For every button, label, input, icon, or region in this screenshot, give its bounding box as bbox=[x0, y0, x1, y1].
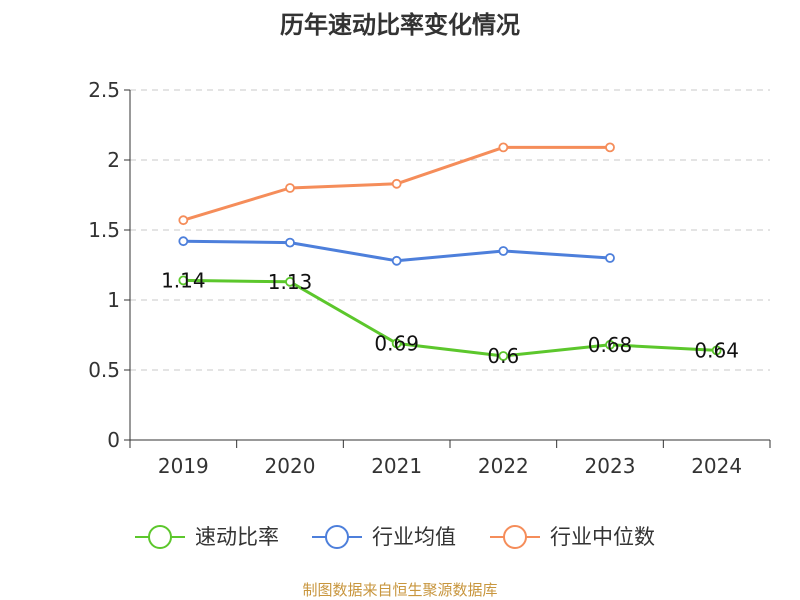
legend-label: 速动比率 bbox=[195, 525, 279, 549]
legend-label: 行业均值 bbox=[372, 525, 456, 549]
source-note: 制图数据来自恒生聚源数据库 bbox=[302, 581, 497, 599]
x-tick-label: 2021 bbox=[371, 454, 422, 478]
y-tick-label: 1 bbox=[107, 288, 120, 312]
legend-item[interactable]: 速动比率 bbox=[135, 525, 279, 549]
data-point[interactable] bbox=[498, 142, 509, 153]
data-point[interactable] bbox=[605, 253, 615, 263]
data-label: 1.14 bbox=[161, 268, 206, 292]
y-tick-label: 0 bbox=[107, 428, 120, 452]
data-point[interactable] bbox=[178, 215, 189, 226]
data-label: 0.6 bbox=[487, 344, 519, 368]
x-tick-label: 2020 bbox=[265, 454, 316, 478]
data-point[interactable] bbox=[391, 178, 402, 189]
legend-item[interactable]: 行业中位数 bbox=[490, 525, 655, 549]
grid bbox=[130, 89, 770, 371]
data-point[interactable] bbox=[498, 246, 509, 256]
y-tick-label: 2.5 bbox=[88, 78, 120, 102]
data-point[interactable] bbox=[285, 237, 295, 248]
legend-item[interactable]: 行业均值 bbox=[312, 525, 456, 549]
y-tick-label: 0.5 bbox=[88, 358, 120, 382]
y-tick-label: 1.5 bbox=[88, 218, 120, 242]
legend[interactable]: 速动比率 行业均值 行业中位数 bbox=[135, 525, 655, 549]
x-tick-label: 2019 bbox=[158, 454, 209, 478]
series-group bbox=[178, 142, 722, 361]
data-label: 0.69 bbox=[374, 331, 419, 355]
data-label: 1.13 bbox=[268, 270, 313, 294]
data-labels: 1.14 1.13 0.69 0.6 0.68 0.64 bbox=[161, 268, 739, 368]
data-label: 0.68 bbox=[588, 333, 633, 357]
data-label: 0.64 bbox=[694, 338, 739, 362]
data-point[interactable] bbox=[391, 338, 402, 349]
legend-marker-icon bbox=[325, 525, 349, 549]
data-point[interactable] bbox=[178, 275, 189, 286]
legend-label: 行业中位数 bbox=[550, 525, 655, 549]
y-tick-label: 2 bbox=[107, 148, 120, 172]
data-point[interactable] bbox=[605, 339, 615, 350]
data-point[interactable] bbox=[498, 351, 509, 361]
series-line bbox=[183, 278, 717, 358]
legend-marker-icon bbox=[503, 525, 527, 549]
x-tick-label: 2024 bbox=[691, 454, 742, 478]
data-point[interactable] bbox=[178, 236, 189, 247]
x-tick-label: 2022 bbox=[478, 454, 529, 478]
chart-title: 历年速动比率变化情况 bbox=[280, 11, 520, 39]
x-tick-label: 2023 bbox=[585, 454, 636, 478]
legend-marker-icon bbox=[148, 525, 172, 549]
data-point[interactable] bbox=[285, 276, 295, 287]
data-point[interactable] bbox=[711, 345, 722, 356]
data-point[interactable] bbox=[285, 183, 295, 193]
axes: 0 0.5 1 1.5 2 2.5 2019 2020 2021 2022 2023 2024 bbox=[88, 78, 771, 478]
data-point[interactable] bbox=[391, 255, 402, 266]
data-point[interactable] bbox=[605, 142, 615, 153]
